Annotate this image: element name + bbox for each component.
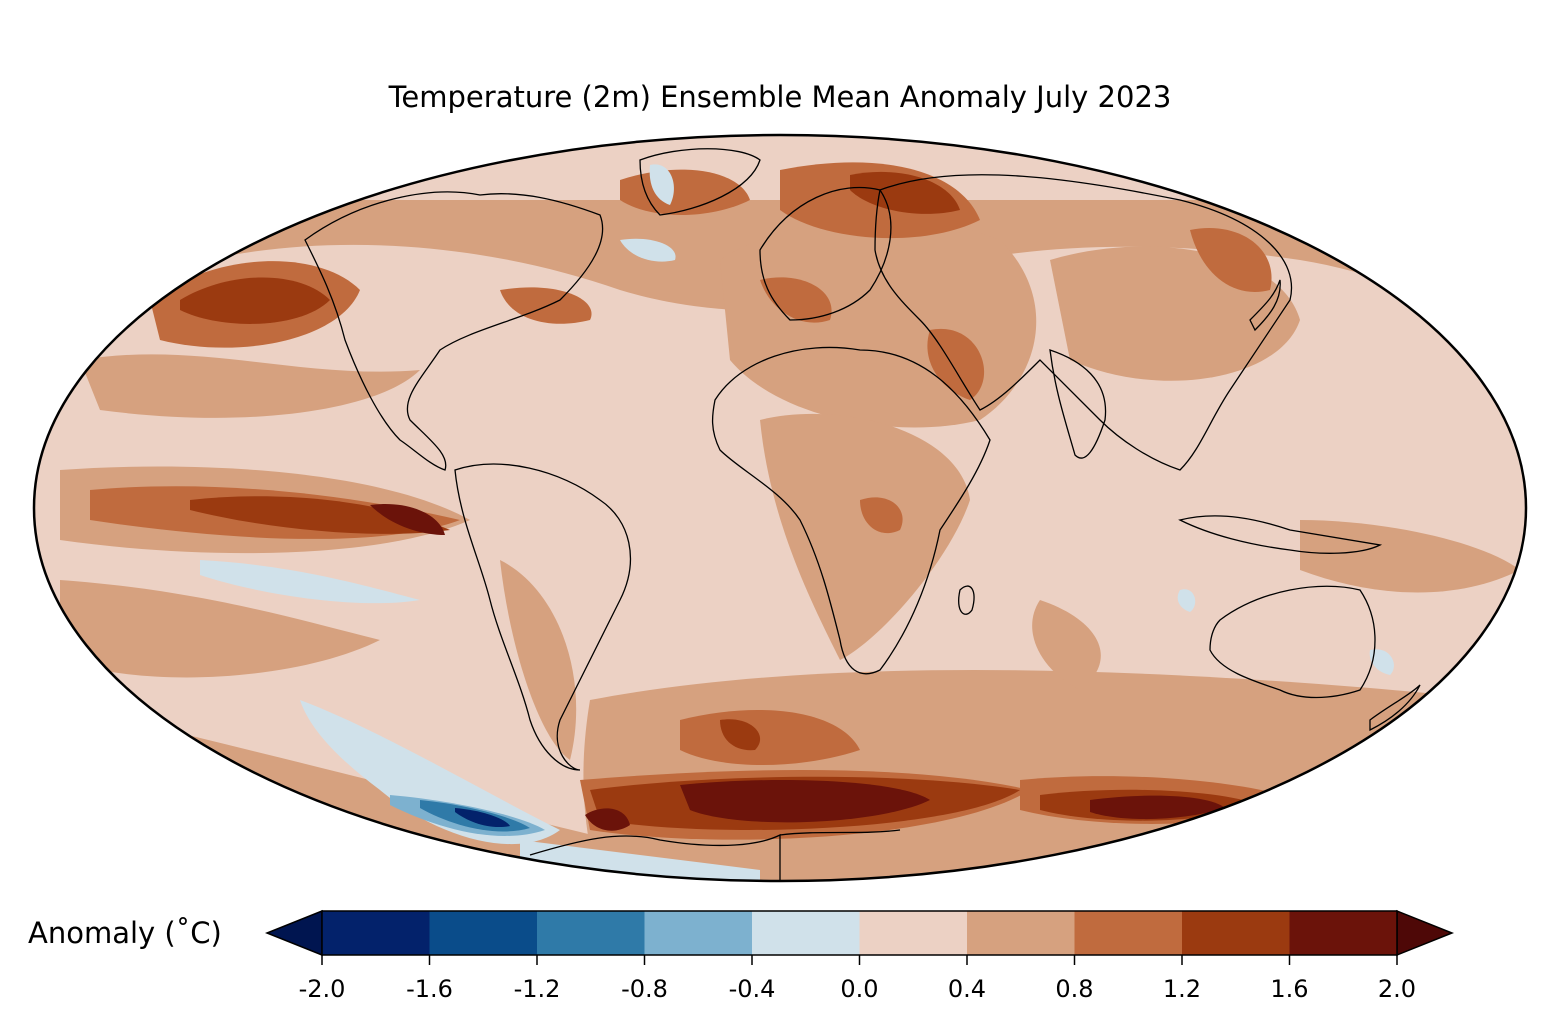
japan-outline xyxy=(1249,279,1281,332)
anomaly-region xyxy=(927,328,985,400)
colorbar-bin xyxy=(429,911,538,955)
colorbar-bin xyxy=(537,911,645,955)
colorbar-bin xyxy=(1182,911,1290,955)
map-title: Temperature (2m) Ensemble Mean Anomaly J… xyxy=(388,80,1172,114)
new-zealand-outline xyxy=(1369,684,1421,732)
colorbar-tick-label: 2.0 xyxy=(1378,975,1416,1003)
world-map xyxy=(32,133,1528,883)
colorbar-tick-label: -0.4 xyxy=(729,975,776,1003)
colorbar-tick-label: -0.8 xyxy=(621,975,668,1003)
colorbar-bin xyxy=(859,911,968,955)
colorbar: -2.0 -1.6 -1.2 -0.8 -0.4 0.0 0.4 0.8 1.2 1.6 2.0 xyxy=(264,909,1455,1003)
anomaly-region xyxy=(60,580,380,678)
anomaly-region xyxy=(1090,795,1225,820)
anomaly-region xyxy=(585,808,630,831)
colorbar-tick-label: 1.2 xyxy=(1163,975,1201,1003)
colorbar-bin xyxy=(1074,911,1183,955)
colorbar-over-arrow xyxy=(1396,909,1455,957)
asia-outline xyxy=(874,174,1293,471)
anomaly-region xyxy=(500,560,577,760)
colorbar-bin xyxy=(752,911,860,955)
anomaly-region xyxy=(300,700,560,845)
colorbar-tick-label: 0.8 xyxy=(1055,975,1093,1003)
anomaly-region xyxy=(620,238,676,262)
anomaly-region xyxy=(200,560,420,604)
anomaly-region xyxy=(760,277,832,323)
australia-outline xyxy=(1209,585,1376,699)
colorbar-tick-label: -1.6 xyxy=(406,975,453,1003)
indonesia-outline xyxy=(1178,515,1383,554)
anomaly-region xyxy=(1032,600,1101,690)
north-america-outline xyxy=(304,191,604,471)
antarctica-outline xyxy=(529,829,901,880)
anomaly-region xyxy=(1300,520,1520,593)
anomaly-region xyxy=(1177,589,1196,612)
anomaly-region xyxy=(1369,649,1394,675)
colorbar-label: Anomaly (˚C) xyxy=(28,916,222,950)
colorbar-tick-label: -1.2 xyxy=(514,975,561,1003)
anomaly-region xyxy=(500,287,592,324)
anomaly-region xyxy=(860,497,903,534)
anomaly-region xyxy=(190,496,450,534)
colorbar-bin xyxy=(322,911,430,955)
south-america-outline xyxy=(454,463,632,771)
anomaly-region xyxy=(680,780,930,823)
anomaly-region xyxy=(370,504,445,535)
colorbar-tick-label: 0.0 xyxy=(840,975,878,1003)
anomaly-region xyxy=(80,354,420,418)
anomaly-region xyxy=(760,413,970,660)
colorbar-bin xyxy=(967,911,1075,955)
anomaly-region xyxy=(1190,228,1272,292)
india-outline xyxy=(1049,349,1107,459)
greenland-outline xyxy=(639,148,761,216)
coastlines xyxy=(304,148,1421,880)
globe-border xyxy=(32,133,1528,883)
anomaly-region xyxy=(180,277,330,324)
madagascar-outline xyxy=(958,585,975,615)
colorbar-tick-label: -2.0 xyxy=(299,975,346,1003)
colorbar-bin xyxy=(1289,911,1398,955)
anomaly-region xyxy=(649,164,674,205)
colorbar-under-arrow xyxy=(264,909,323,957)
africa-outline xyxy=(711,346,991,675)
anomaly-region xyxy=(455,808,510,828)
anomaly-field xyxy=(34,135,1526,881)
europe-outline xyxy=(759,186,892,321)
anomaly-region xyxy=(720,719,761,751)
colorbar-tick-label: 0.4 xyxy=(948,975,986,1003)
colorbar-bin xyxy=(644,911,753,955)
colorbar-tick-label: 1.6 xyxy=(1270,975,1308,1003)
